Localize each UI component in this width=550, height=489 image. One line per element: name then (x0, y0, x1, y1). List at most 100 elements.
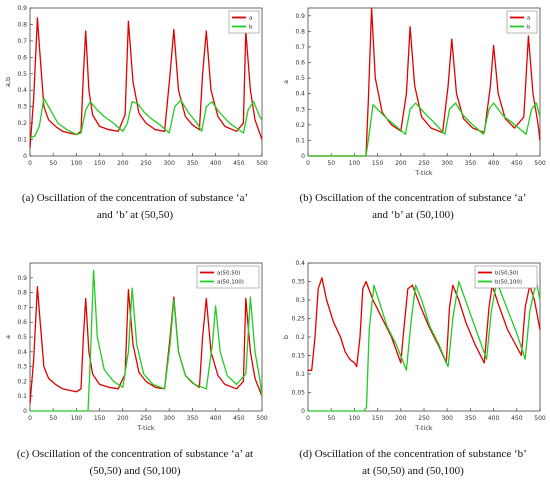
plot-frame (29, 7, 263, 157)
x-tick-label: 250 (140, 415, 152, 422)
y-tick-label: 0.7 (17, 38, 27, 45)
x-axis-label: T-tick (414, 424, 433, 432)
y-tick-label: 0.3 (17, 104, 27, 111)
x-tick-label: 50 (49, 415, 57, 422)
y-tick-label: 0.4 (17, 349, 27, 356)
x-tick-label: 350 (187, 160, 199, 167)
y-tick-label: 0.9 (17, 5, 27, 12)
y-tick-label: 0.2 (17, 120, 27, 127)
x-tick-label: 0 (306, 415, 310, 422)
x-tick-label: 400 (488, 415, 500, 422)
y-tick-label: 0.5 (295, 75, 305, 82)
legend-label: b (249, 25, 253, 31)
x-tick-label: 250 (418, 160, 430, 167)
caption-c: (c) Oscillation of the concentration of … (0, 446, 270, 480)
chart-b: 0 50 100 150 200 250 300 350 400 450 500 0 0.1 0.2 0.3… (282, 7, 546, 177)
y-tick-label: 0.25 (292, 316, 306, 323)
x-tick-label: 200 (395, 160, 407, 167)
y-tick-label: 0.9 (295, 13, 305, 20)
x-tick-label: 50 (49, 160, 57, 167)
x-tick-label: 350 (465, 160, 477, 167)
y-tick-label: 0.4 (17, 87, 27, 94)
y-tick-label: 0 (23, 153, 27, 160)
y-tick-label: 0.1 (295, 137, 305, 144)
caption-c-line2: (50,50) and (50,100) (89, 465, 181, 477)
x-tick-label: 150 (372, 160, 384, 167)
x-tick-label: 200 (117, 415, 129, 422)
x-tick-label: 50 (327, 160, 335, 167)
chart-d: 0 50 100 150 200 250 300 350 400 450 500 0 0.05 0.1 0.… (282, 260, 546, 432)
y-tick-label: 0.4 (295, 260, 305, 267)
x-tick-label: 150 (94, 160, 106, 167)
y-axis-label: a (282, 80, 290, 84)
x-tick-label: 350 (187, 415, 199, 422)
legend-label: b(50,100) (495, 280, 522, 286)
y-tick-label: 0.2 (295, 334, 305, 341)
y-tick-label: 0.1 (295, 371, 305, 378)
legend-label: b (527, 25, 531, 31)
x-tick-label: 400 (210, 160, 222, 167)
series-line (29, 97, 263, 139)
caption-b: (b) Oscillation of the concentration of … (278, 190, 548, 224)
series-line (29, 286, 263, 404)
y-tick-label: 0.8 (17, 21, 27, 28)
x-tick-label: 450 (233, 415, 245, 422)
legend-box (196, 265, 260, 289)
x-tick-label: 400 (488, 160, 500, 167)
y-tick-label: 0.1 (17, 393, 27, 400)
x-tick-label: 250 (418, 415, 430, 422)
y-tick-label: 0.6 (295, 60, 305, 67)
y-tick-label: 0 (301, 408, 305, 415)
y-tick-label: 0.8 (17, 290, 27, 297)
x-tick-label: 200 (117, 160, 129, 167)
y-tick-label: 0.3 (17, 364, 27, 371)
legend-box (228, 10, 260, 34)
legend-label: a (527, 16, 530, 22)
y-axis-label: a,b (4, 77, 12, 87)
y-tick-label: 0.15 (292, 353, 306, 360)
y-tick-label: 0.7 (17, 304, 27, 311)
y-tick-label: 0.05 (292, 390, 306, 397)
x-tick-label: 450 (233, 160, 245, 167)
x-tick-label: 300 (441, 160, 453, 167)
x-tick-label: 250 (140, 160, 152, 167)
series-line (30, 269, 263, 412)
plot-frame (307, 7, 541, 157)
y-tick-label: 0.4 (295, 91, 305, 98)
x-tick-label: 50 (327, 415, 335, 422)
y-tick-label: 0.5 (17, 71, 27, 78)
caption-d-line2: at (50,50) and (50,100) (362, 465, 464, 477)
caption-c-line1: (c) Oscillation of the concentration of … (16, 448, 254, 460)
x-tick-label: 100 (71, 160, 83, 167)
x-tick-label: 150 (372, 415, 384, 422)
caption-d: (d) Oscillation of the concentration of … (278, 446, 548, 480)
series-line (308, 102, 541, 157)
x-tick-label: 0 (306, 160, 310, 167)
caption-b-line2: and ‘b’ at (50,100) (372, 209, 454, 221)
y-tick-label: 0.3 (295, 297, 305, 304)
x-tick-label: 100 (349, 160, 361, 167)
caption-d-line1: (d) Oscillation of the concentration of … (299, 448, 527, 460)
y-tick-label: 0.2 (295, 122, 305, 129)
x-tick-label: 500 (256, 160, 268, 167)
y-tick-label: 0.3 (295, 106, 305, 113)
y-tick-label: 0.35 (292, 279, 306, 286)
y-axis-label: b (282, 335, 290, 339)
x-tick-label: 500 (534, 160, 546, 167)
caption-a: (a) Oscillation of the concentration of … (0, 190, 270, 224)
x-tick-label: 200 (395, 415, 407, 422)
legend-box (474, 265, 538, 289)
x-tick-label: 500 (534, 415, 546, 422)
legend-label: a(50,50) (217, 271, 240, 277)
y-tick-label: 0 (23, 408, 27, 415)
series-line (308, 277, 541, 371)
legend-box (506, 10, 538, 34)
x-tick-label: 300 (441, 415, 453, 422)
caption-b-line1: (b) Oscillation of the concentration of … (299, 192, 527, 204)
x-tick-label: 500 (256, 415, 268, 422)
x-tick-label: 450 (511, 415, 523, 422)
y-tick-label: 0.6 (17, 54, 27, 61)
series-line (308, 280, 541, 412)
caption-a-line1: (a) Oscillation of the concentration of … (21, 192, 249, 204)
y-tick-label: 0.6 (17, 319, 27, 326)
